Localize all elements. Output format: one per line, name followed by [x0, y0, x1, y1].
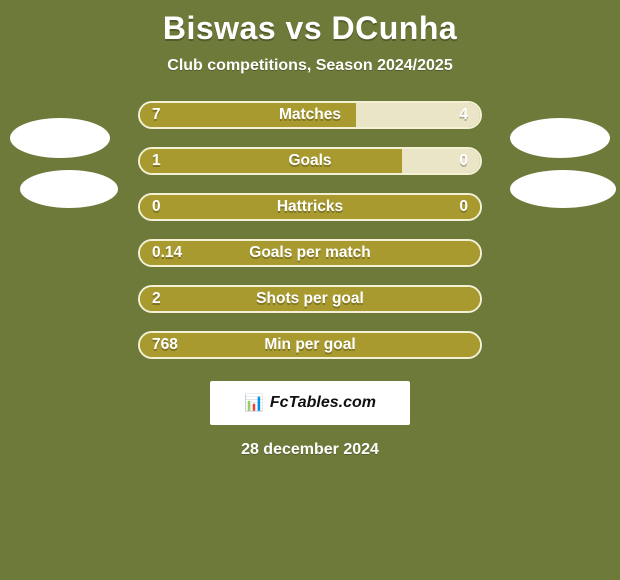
player-right-avatar-2 [510, 170, 616, 208]
comparison-card: Biswas vs DCunha Club competitions, Seas… [0, 0, 620, 580]
stat-bars: Matches74 Goals10 Hattricks00 Goals per mat… [138, 101, 482, 359]
stat-bar: Matches74 [138, 101, 482, 129]
stat-bar-right-seg [356, 103, 480, 127]
stat-bar-left-seg [140, 195, 480, 219]
stat-bar-left-seg [140, 287, 480, 311]
player-right-avatar-1 [510, 118, 610, 158]
player-left-avatar-2 [20, 170, 118, 208]
stat-bar-left-seg [140, 149, 402, 173]
player-left-avatar-1 [10, 118, 110, 158]
stat-bar-left-seg [140, 333, 480, 357]
stat-bar: Min per goal768 [138, 331, 482, 359]
stat-bar: Shots per goal2 [138, 285, 482, 313]
site-logo[interactable]: 📊 FcTables.com [210, 381, 410, 425]
page-title: Biswas vs DCunha [163, 10, 457, 47]
stat-bar: Goals per match0.14 [138, 239, 482, 267]
chart-icon: 📊 [244, 393, 264, 413]
page-subtitle: Club competitions, Season 2024/2025 [167, 57, 452, 75]
stat-bar: Goals10 [138, 147, 482, 175]
stat-bar: Hattricks00 [138, 193, 482, 221]
snapshot-date: 28 december 2024 [241, 441, 379, 459]
stat-bar-left-seg [140, 103, 356, 127]
stat-bar-left-seg [140, 241, 480, 265]
stat-bar-right-seg [402, 149, 480, 173]
logo-text: FcTables.com [270, 394, 376, 412]
